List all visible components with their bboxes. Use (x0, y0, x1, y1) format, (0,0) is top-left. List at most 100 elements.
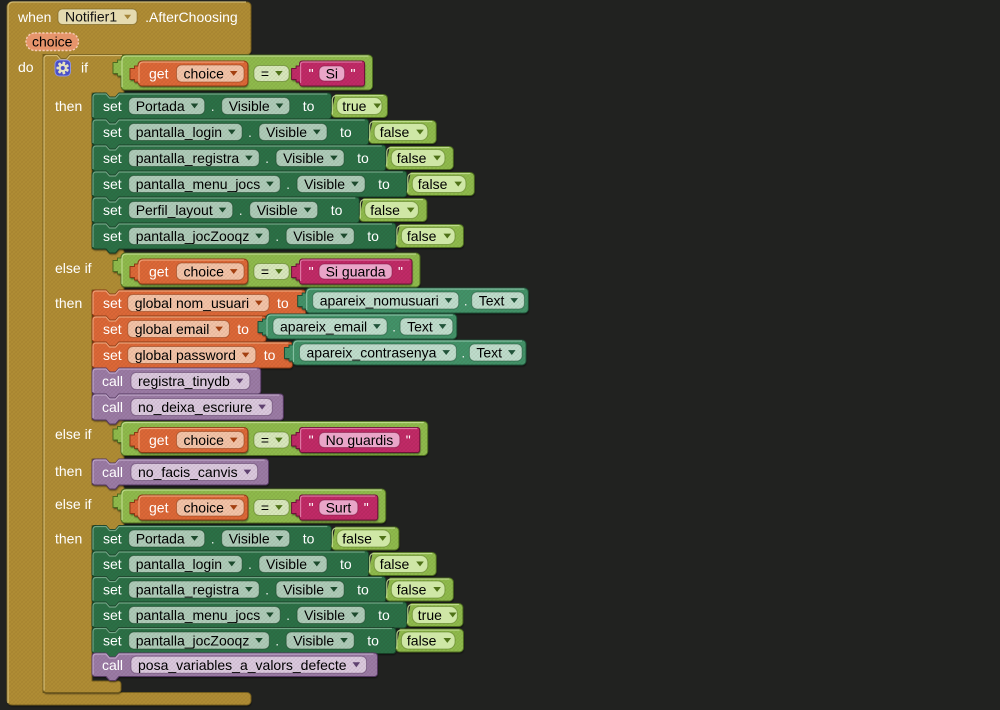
svg-text:call: call (102, 657, 123, 673)
svg-text:false: false (418, 176, 448, 192)
svg-text:pantalla_jocZooqz: pantalla_jocZooqz (136, 228, 250, 244)
svg-text:": " (406, 432, 411, 448)
svg-text:Portada: Portada (136, 98, 185, 114)
svg-text:true: true (418, 607, 442, 623)
svg-text:apareix_contrasenya: apareix_contrasenya (307, 345, 437, 361)
svg-text:choice: choice (184, 500, 225, 516)
svg-text:then: then (55, 98, 82, 114)
svg-text:": " (398, 264, 403, 280)
svg-text:global email: global email (135, 321, 210, 337)
svg-text:apareix_email: apareix_email (280, 319, 367, 335)
svg-text:Si: Si (326, 66, 338, 82)
svg-text:to: to (378, 176, 390, 192)
svg-text:Surt: Surt (326, 500, 352, 516)
svg-text:then: then (55, 531, 82, 547)
svg-text:": " (309, 500, 314, 516)
svg-text:call: call (102, 399, 123, 415)
svg-text:Text: Text (476, 345, 502, 361)
svg-text:": " (309, 66, 314, 82)
svg-text:no_facis_canvis: no_facis_canvis (138, 464, 238, 480)
svg-text:global password: global password (135, 347, 236, 363)
svg-text:set: set (103, 228, 122, 244)
svg-text:false: false (397, 150, 427, 166)
svg-text:Portada: Portada (136, 531, 185, 547)
svg-text:.: . (275, 228, 279, 244)
svg-text:else if: else if (55, 426, 92, 442)
svg-text:apareix_nomusuari: apareix_nomusuari (320, 293, 439, 309)
svg-text:to: to (367, 633, 379, 649)
svg-text:": " (309, 264, 314, 280)
svg-text:to: to (357, 582, 369, 598)
svg-text:set: set (103, 607, 122, 623)
svg-text:Visible: Visible (304, 607, 345, 623)
svg-text:Visible: Visible (283, 582, 324, 598)
svg-text:to: to (357, 150, 369, 166)
svg-text:": " (309, 432, 314, 448)
svg-text:false: false (380, 556, 410, 572)
svg-text:Visible: Visible (304, 176, 345, 192)
svg-text:else if: else if (55, 496, 92, 512)
svg-text:.: . (392, 319, 396, 335)
svg-text:.: . (286, 607, 290, 623)
svg-text:then: then (55, 295, 82, 311)
svg-text:get: get (149, 66, 169, 82)
svg-text:set: set (103, 321, 122, 337)
svg-text:choice: choice (32, 34, 73, 50)
svg-text:to: to (277, 295, 289, 311)
svg-text:Perfil_layout: Perfil_layout (136, 202, 213, 218)
svg-text:to: to (340, 556, 352, 572)
svg-text:then: then (55, 463, 82, 479)
svg-text:to: to (303, 98, 315, 114)
svg-text:Visible: Visible (229, 531, 270, 547)
svg-text:=: = (261, 500, 269, 516)
svg-text:.: . (464, 293, 468, 309)
svg-text:Visible: Visible (283, 150, 324, 166)
svg-text:No guardis: No guardis (326, 432, 394, 448)
svg-text:.: . (265, 582, 269, 598)
svg-text:to: to (237, 321, 249, 337)
svg-text:.: . (461, 345, 465, 361)
svg-text:set: set (103, 124, 122, 140)
svg-text:Visible: Visible (266, 556, 307, 572)
svg-text:set: set (103, 633, 122, 649)
svg-text:false: false (380, 124, 410, 140)
svg-text:set: set (103, 98, 122, 114)
svg-text:.: . (248, 556, 252, 572)
svg-text:.: . (275, 633, 279, 649)
svg-text:set: set (103, 582, 122, 598)
svg-text:set: set (103, 150, 122, 166)
svg-text:Visible: Visible (257, 202, 298, 218)
svg-text:if: if (81, 60, 88, 76)
svg-text:get: get (149, 500, 169, 516)
svg-text:.: . (265, 150, 269, 166)
svg-text:false: false (370, 202, 400, 218)
svg-text:=: = (261, 432, 269, 448)
svg-text:pantalla_menu_jocs: pantalla_menu_jocs (136, 607, 261, 623)
svg-text:get: get (149, 432, 169, 448)
svg-text:to: to (264, 347, 276, 363)
svg-text:to: to (378, 607, 390, 623)
svg-text:true: true (342, 98, 366, 114)
svg-text:choice: choice (184, 432, 225, 448)
svg-text:pantalla_login: pantalla_login (136, 124, 222, 140)
svg-text:global nom_usuari: global nom_usuari (135, 295, 249, 311)
svg-text:false: false (342, 531, 372, 547)
svg-text:no_deixa_escriure: no_deixa_escriure (138, 399, 253, 415)
svg-text:set: set (103, 556, 122, 572)
svg-text:choice: choice (184, 264, 225, 280)
svg-text:Text: Text (407, 319, 433, 335)
svg-text:false: false (407, 633, 437, 649)
svg-text:set: set (103, 202, 122, 218)
svg-text:=: = (261, 264, 269, 280)
svg-text:to: to (367, 228, 379, 244)
svg-text:.: . (211, 98, 215, 114)
svg-text:Si guarda: Si guarda (326, 264, 386, 280)
svg-text:set: set (103, 176, 122, 192)
svg-text:do: do (18, 59, 34, 75)
svg-text:to: to (340, 124, 352, 140)
svg-text:false: false (397, 582, 427, 598)
svg-text:Notifier1: Notifier1 (65, 9, 117, 25)
svg-text:pantalla_registra: pantalla_registra (136, 582, 240, 598)
svg-text:.: . (211, 531, 215, 547)
svg-text:Text: Text (479, 293, 505, 309)
